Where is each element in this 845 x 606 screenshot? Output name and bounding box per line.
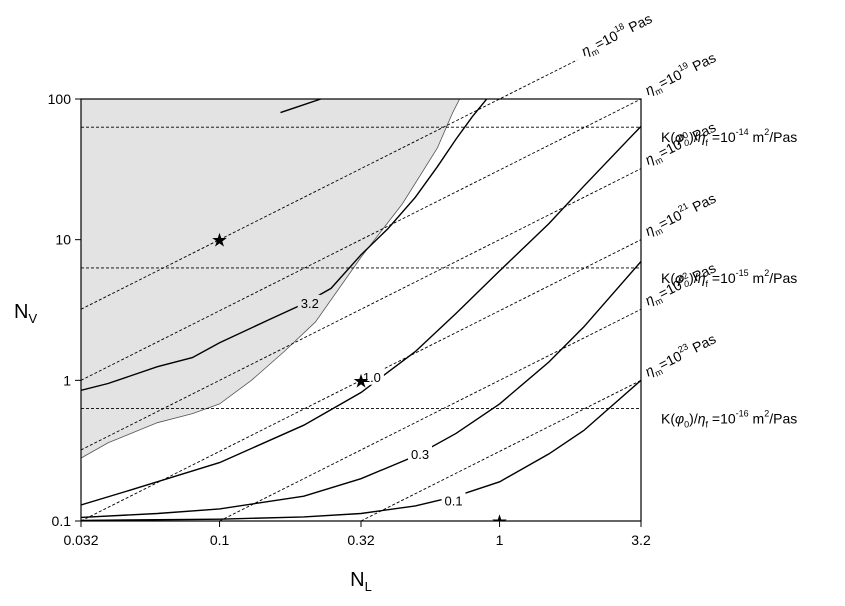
viscosity-line <box>80 239 642 522</box>
permeability-label: K(φ0)/ηf =10-14 m2/Pas <box>661 127 797 148</box>
contour-line <box>81 125 641 506</box>
contour-label-bg <box>441 492 466 509</box>
y-axis-label: NV <box>14 301 37 326</box>
contour-line <box>81 99 488 391</box>
contour-line <box>280 99 322 114</box>
contour-label: 0.1 <box>445 493 463 508</box>
x-tick-label: 3.2 <box>631 532 651 548</box>
contour-line <box>81 379 641 521</box>
contour-label: 0.3 <box>411 447 429 462</box>
y-tick-label: 1 <box>63 372 71 388</box>
star-marker: ★ <box>352 370 369 392</box>
viscosity-line <box>80 168 642 451</box>
shaded-region <box>81 99 461 459</box>
y-tick-label: 10 <box>55 232 71 248</box>
viscosity-line <box>219 308 642 522</box>
permeability-label: K(φ0)/ηf =10-15 m2/Pas <box>661 268 797 289</box>
contour-label-bg <box>359 368 384 385</box>
viscosity-label: ηm=1018 Pas <box>578 8 656 61</box>
viscosity-line <box>80 98 642 381</box>
x-tick-label: 0.032 <box>63 532 98 548</box>
y-tick-label: 100 <box>48 91 72 107</box>
viscosity-label: ηm=1023 Pas <box>641 329 719 382</box>
star-marker: ★ <box>211 230 228 252</box>
y-tick-label: 0.1 <box>52 513 72 529</box>
viscosity-label: ηm=1022 Pas <box>641 258 719 311</box>
contour-label-bg <box>297 294 322 311</box>
x-tick-label: 0.32 <box>347 532 374 548</box>
contour-label-bg <box>408 445 433 462</box>
x-axis-label: NL <box>350 569 372 594</box>
x-tick-label: 0.1 <box>210 532 230 548</box>
viscosity-label: ηm=1019 Pas <box>641 47 719 100</box>
star-marker: ★ <box>491 511 508 533</box>
permeability-label: K(φ0)/ηf =10-16 m2/Pas <box>661 409 797 430</box>
contour-label: 1.0 <box>363 370 381 385</box>
viscosity-line <box>80 59 578 310</box>
x-tick-label: 1 <box>496 532 504 548</box>
contour-label: 3.2 <box>301 296 319 311</box>
viscosity-label: ηm=1021 Pas <box>641 188 719 241</box>
viscosity-line <box>360 379 642 522</box>
